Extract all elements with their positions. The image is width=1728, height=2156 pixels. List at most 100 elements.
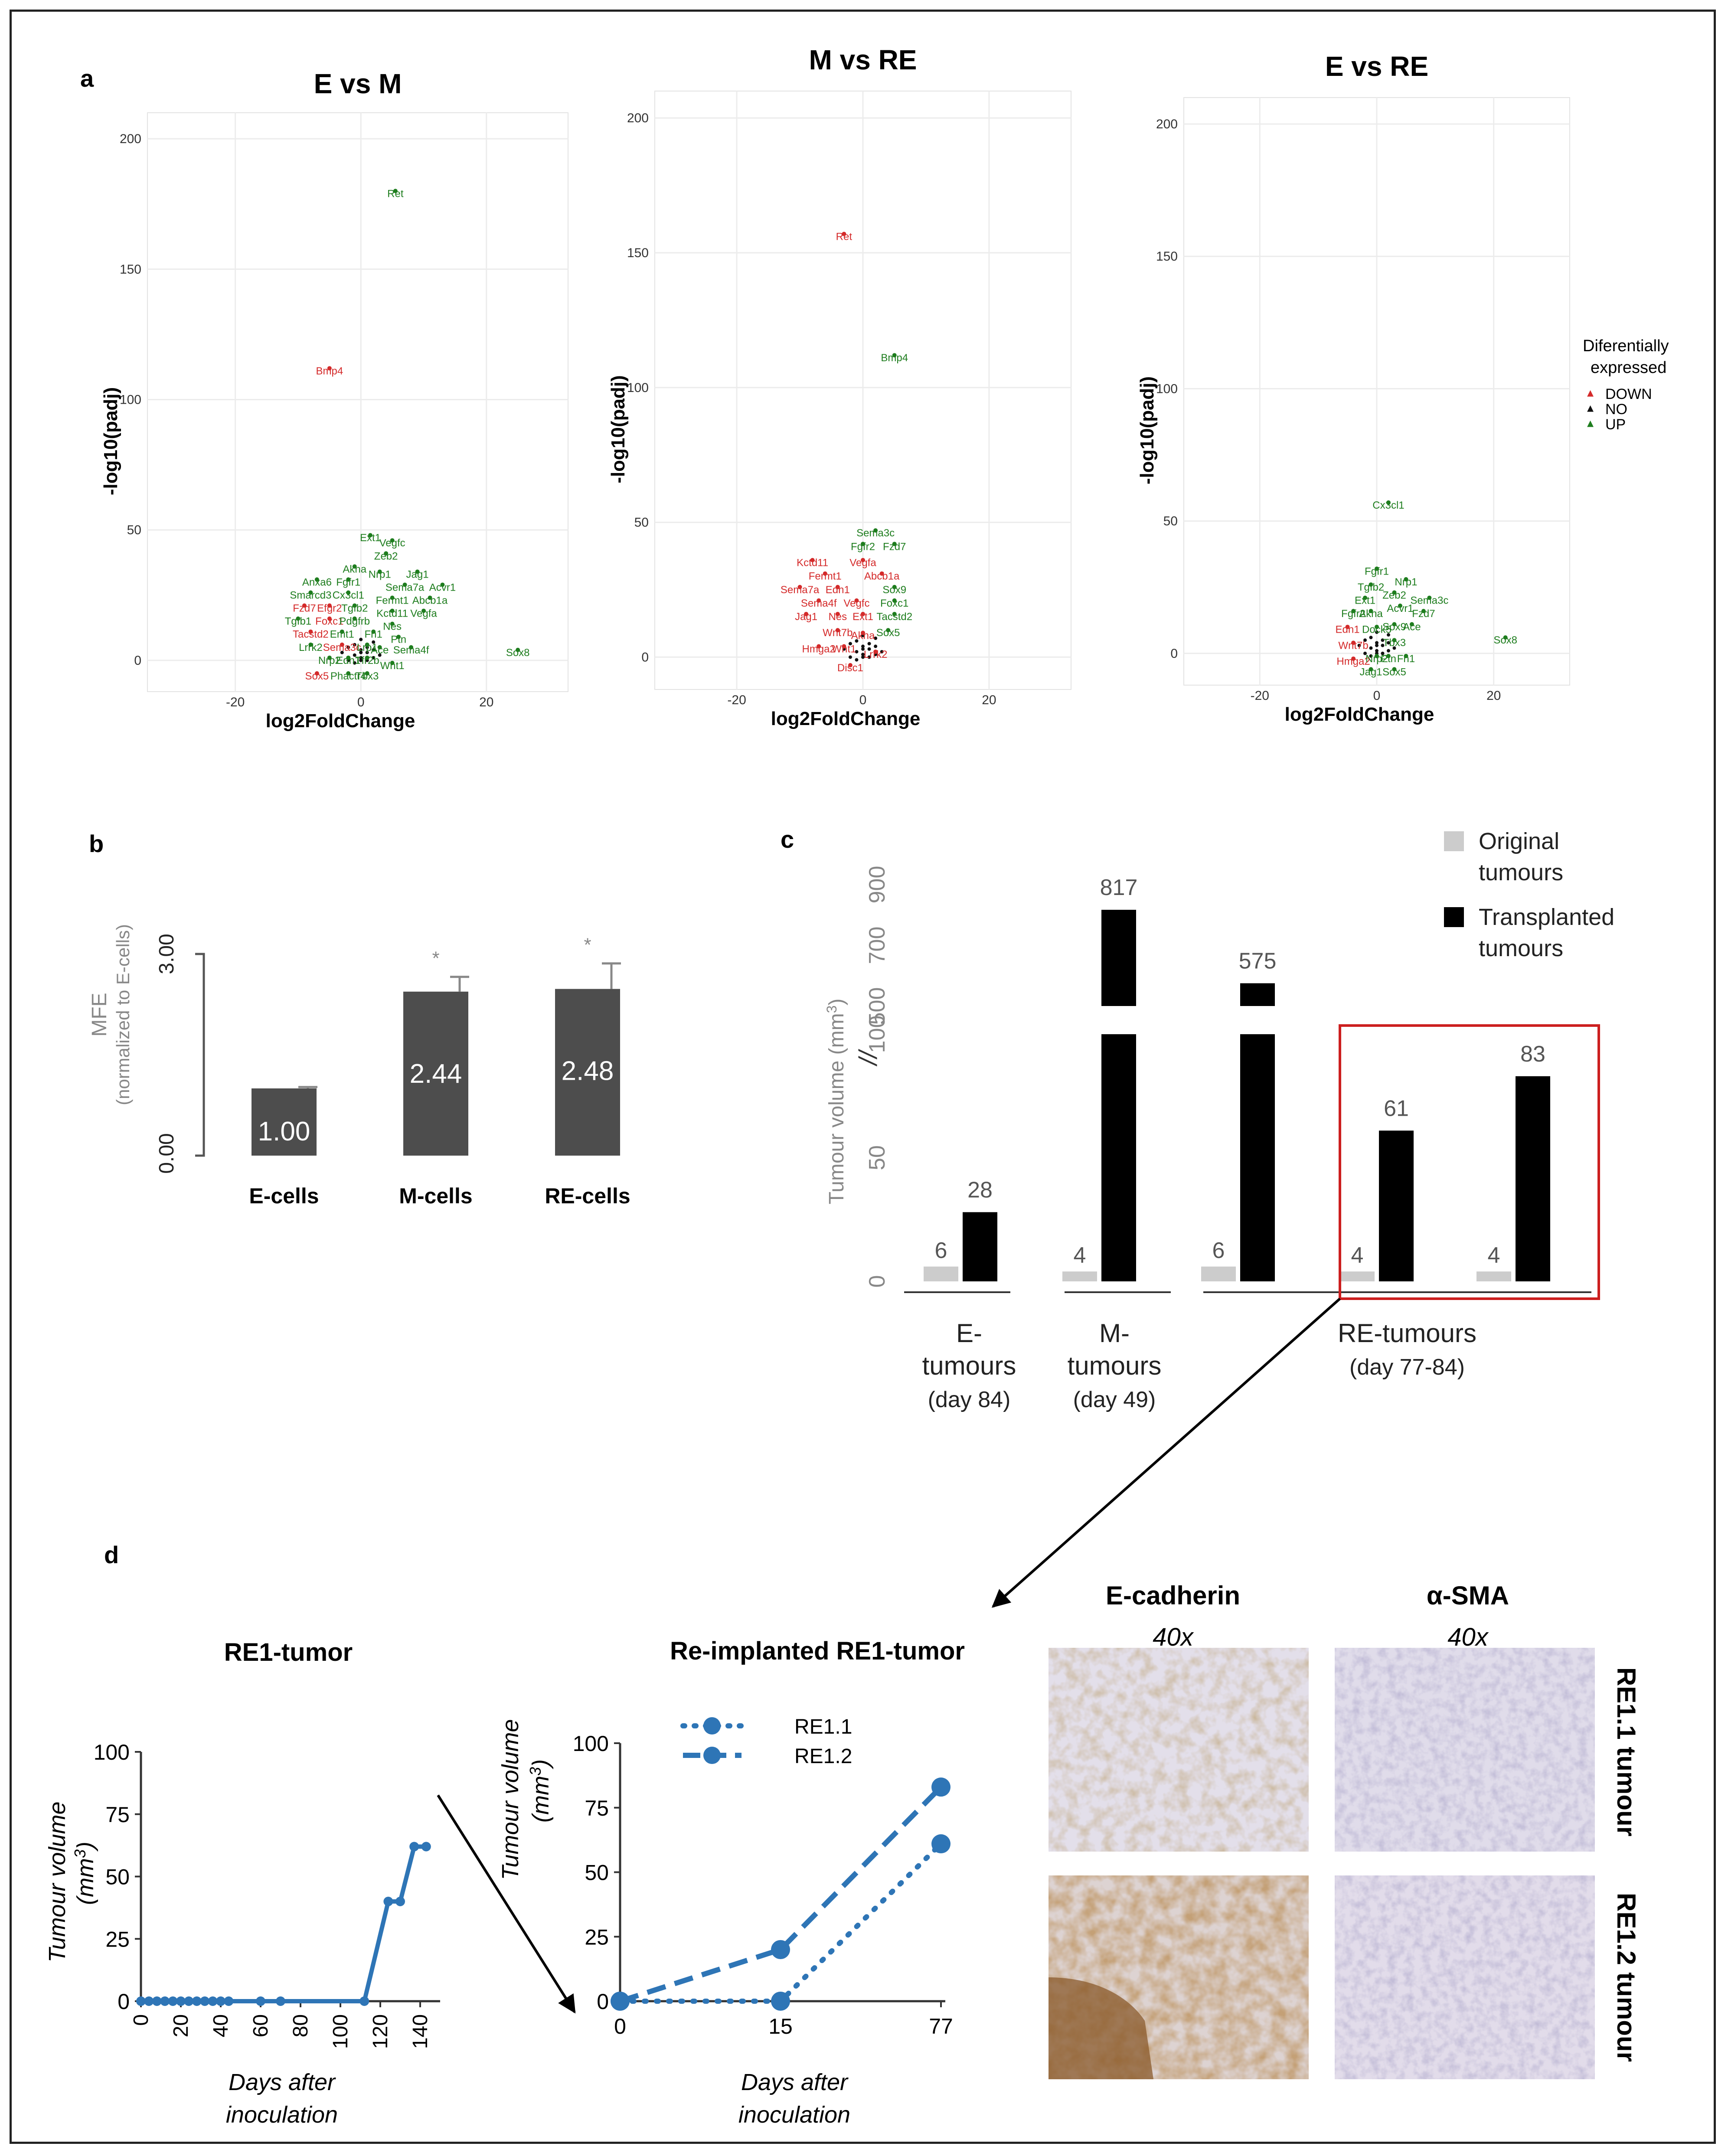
data-point-re1 [421, 1842, 431, 1852]
data-point [835, 611, 840, 616]
histo-row2-label: RE1.2 tumour [1612, 1893, 1641, 2062]
axis-break-mark: // [854, 1049, 882, 1067]
data-point [1392, 622, 1397, 627]
data-point-re1 [256, 1996, 265, 2006]
gene-label: Ace [371, 644, 389, 656]
data-point [346, 577, 351, 582]
data-point-not-significant [861, 647, 865, 651]
gene-label: Abcb1a [412, 595, 448, 607]
bar-label-transplanted: 61 [1384, 1096, 1409, 1121]
data-point [365, 642, 369, 647]
gene-label: Tgfb2 [341, 603, 368, 614]
connector-arrow-c-to-d [991, 1297, 1341, 1608]
data-point-RE1.2 [931, 1777, 951, 1797]
gene-label: Fzd7 [293, 603, 316, 614]
volume-tick-lower: 50 [865, 1145, 890, 1170]
gene-label: Ret [836, 231, 853, 242]
data-point [365, 671, 369, 676]
data-point-re1 [224, 1996, 234, 2006]
legend-title-line1: Diferentially [1583, 337, 1669, 355]
x-tick-label: 0 [357, 695, 365, 709]
gene-label: Hmga2 [1336, 656, 1370, 667]
panel-label-c: c [781, 826, 794, 853]
series-line-RE1.2 [619, 1785, 943, 2004]
data-point [308, 642, 313, 647]
data-point [327, 366, 332, 371]
mfe-bar [555, 989, 620, 1156]
data-point [848, 663, 853, 668]
gene-label: Sox9 [882, 584, 906, 596]
gene-label: Fgfr2 [851, 541, 875, 552]
data-point [421, 608, 426, 613]
gene-label: Pdgfrb [339, 616, 370, 627]
data-point-not-significant [1392, 646, 1396, 650]
data-point [340, 642, 344, 647]
series-line-re1 [141, 1844, 426, 2003]
data-point [368, 533, 372, 538]
data-point [879, 571, 884, 576]
data-point-not-significant [848, 642, 852, 646]
volume-tick-lower: 100 [865, 1016, 890, 1053]
data-point [804, 611, 809, 616]
bar-transplanted-upper [1240, 983, 1275, 1006]
bar-label-transplanted: 83 [1520, 1042, 1545, 1067]
data-point-re1 [383, 1897, 393, 1906]
data-point-not-significant [1386, 649, 1390, 653]
data-point-not-significant [1357, 644, 1361, 647]
data-point-re1 [160, 1996, 170, 2006]
y-tick-label: 150 [120, 262, 141, 277]
data-point [892, 353, 897, 358]
gene-label: Zeb2 [374, 550, 398, 562]
data-point-not-significant [372, 656, 376, 660]
gene-label: Edn1 [1336, 624, 1360, 636]
data-point [1421, 609, 1426, 614]
data-point [365, 655, 369, 660]
y-tick-label: 50 [1163, 514, 1178, 529]
y-tick-label: 100 [573, 1731, 609, 1756]
x-tick-label: 0 [1373, 689, 1381, 703]
gene-label: Vegfa [849, 557, 876, 569]
x-tick-label: 80 [289, 2014, 312, 2037]
volume-ylabel: Tumour volume (mm3) [824, 999, 848, 1205]
data-point [817, 598, 821, 603]
data-point [1369, 609, 1373, 614]
data-point-not-significant [372, 648, 376, 652]
volcano-ylabel: -log10(padj) [1137, 376, 1158, 484]
data-point-RE1.2 [611, 1992, 630, 2011]
data-point-not-significant [1369, 646, 1373, 650]
mfe-bar [403, 991, 468, 1156]
data-point-re1 [136, 1996, 146, 2006]
legend-dot-re11 [703, 1717, 721, 1735]
data-point-not-significant [867, 655, 871, 659]
bar-original [1062, 1271, 1097, 1281]
data-point [396, 634, 401, 639]
data-point-not-significant [861, 644, 865, 648]
data-point-re1 [409, 1842, 419, 1852]
data-point [302, 603, 307, 608]
volume-tick-upper: 900 [865, 866, 890, 904]
bar-label-original: 4 [1488, 1243, 1500, 1268]
gene-label: Vegfa [410, 608, 437, 620]
gene-label: Bmp4 [881, 352, 908, 364]
reimplanted-line-chart: Re-implanted RE1-tumor Tumour volume (mm… [497, 1637, 965, 2128]
data-point-re1 [216, 1996, 225, 2006]
reimpl-ylabel: Tumour volume [497, 1719, 523, 1880]
plot-panel [147, 112, 568, 692]
mfe-category-label: E-cells [249, 1184, 319, 1208]
data-point [861, 611, 865, 616]
data-point [352, 564, 357, 569]
data-point [1345, 624, 1350, 629]
volcano-xlabel: log2FoldChange [1285, 704, 1434, 725]
gene-label: Ext1 [853, 611, 873, 623]
data-point-not-significant [867, 647, 871, 651]
gene-label: Nrp1 [369, 568, 391, 580]
data-point [1351, 609, 1356, 614]
data-point [296, 616, 301, 621]
gene-label: Dock5 [1362, 624, 1392, 636]
mfe-bar-chart: MFE (normalized to E-cells) 3.00 0.00 1.… [88, 924, 630, 1208]
gene-label: Fn1 [365, 629, 382, 640]
bar-label-original: 4 [1351, 1243, 1364, 1268]
data-point [346, 590, 351, 595]
data-point-not-significant [861, 655, 865, 659]
data-point-not-significant [1386, 633, 1390, 637]
